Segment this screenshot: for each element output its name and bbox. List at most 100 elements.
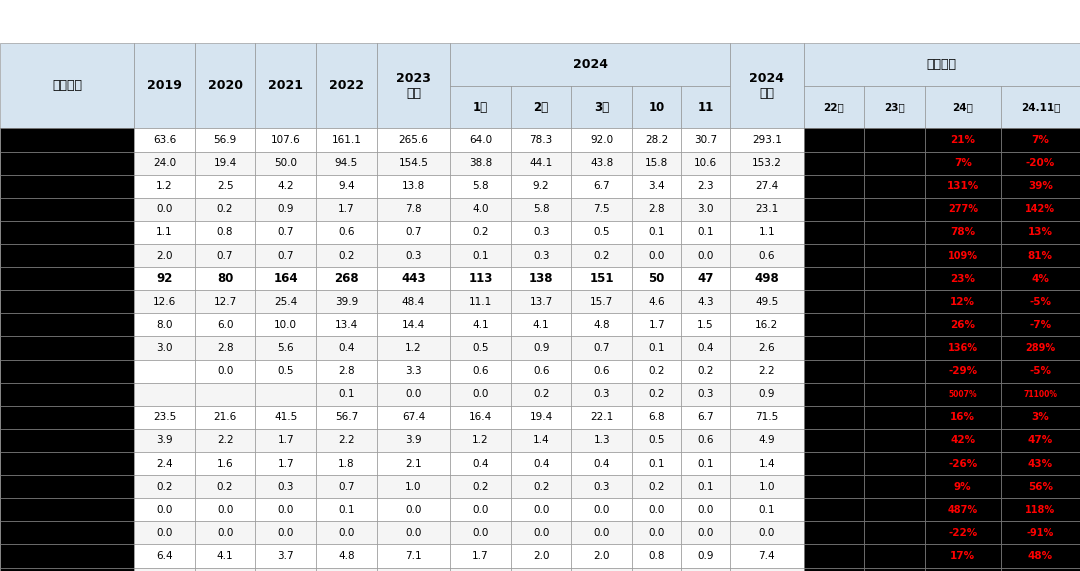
- Bar: [924, 175, 1001, 198]
- Text: 1.2: 1.2: [472, 436, 489, 445]
- Bar: [804, 360, 864, 383]
- Bar: [1001, 267, 1080, 290]
- Bar: [681, 198, 730, 221]
- Bar: [632, 313, 681, 336]
- Bar: [316, 244, 377, 267]
- Text: 22年: 22年: [824, 102, 845, 112]
- Text: 0.5: 0.5: [472, 343, 489, 353]
- Bar: [864, 244, 924, 267]
- Bar: [571, 175, 632, 198]
- Bar: [864, 406, 924, 429]
- Bar: [924, 383, 1001, 406]
- Bar: [1001, 383, 1080, 406]
- Text: 2023
汇总: 2023 汇总: [396, 71, 431, 100]
- Bar: [511, 198, 571, 221]
- Text: 23.5: 23.5: [153, 412, 176, 423]
- Bar: [511, 336, 571, 360]
- Text: 16.2: 16.2: [755, 320, 779, 330]
- Bar: [134, 521, 194, 545]
- Text: 24年: 24年: [953, 102, 973, 112]
- Text: 13.8: 13.8: [402, 181, 426, 191]
- Bar: [864, 86, 924, 128]
- Text: 1.3: 1.3: [594, 436, 610, 445]
- Bar: [681, 498, 730, 521]
- Text: 12.7: 12.7: [214, 297, 237, 307]
- Bar: [134, 568, 194, 571]
- Bar: [316, 198, 377, 221]
- Bar: [377, 360, 450, 383]
- Bar: [730, 128, 804, 151]
- Bar: [681, 175, 730, 198]
- Text: 265.6: 265.6: [399, 135, 429, 145]
- Text: 0.3: 0.3: [532, 251, 550, 260]
- Bar: [571, 198, 632, 221]
- Text: 5.8: 5.8: [472, 181, 489, 191]
- Text: 5007%: 5007%: [948, 390, 977, 399]
- Bar: [0, 568, 134, 571]
- Text: 2.0: 2.0: [532, 551, 550, 561]
- Bar: [804, 43, 1080, 86]
- Text: 0.2: 0.2: [217, 482, 233, 492]
- Text: 24.11月: 24.11月: [1021, 102, 1061, 112]
- Text: 3.9: 3.9: [157, 436, 173, 445]
- Text: 0.6: 0.6: [472, 366, 489, 376]
- Bar: [924, 313, 1001, 336]
- Bar: [1001, 221, 1080, 244]
- Text: 0.7: 0.7: [217, 251, 233, 260]
- Bar: [0, 128, 134, 151]
- Text: 11.1: 11.1: [469, 297, 492, 307]
- Bar: [730, 221, 804, 244]
- Bar: [924, 568, 1001, 571]
- Bar: [924, 429, 1001, 452]
- Bar: [681, 452, 730, 475]
- Text: 0.2: 0.2: [648, 366, 665, 376]
- Text: 0.4: 0.4: [338, 343, 354, 353]
- Bar: [194, 360, 256, 383]
- Text: 0.3: 0.3: [278, 482, 294, 492]
- Text: 0.9: 0.9: [758, 389, 775, 399]
- Text: 23.1: 23.1: [755, 204, 779, 214]
- Bar: [804, 290, 864, 313]
- Text: 0.4: 0.4: [472, 459, 489, 469]
- Bar: [511, 383, 571, 406]
- Text: 293.1: 293.1: [752, 135, 782, 145]
- Text: 0.9: 0.9: [278, 204, 294, 214]
- Bar: [730, 336, 804, 360]
- Text: 26%: 26%: [950, 320, 975, 330]
- Bar: [377, 452, 450, 475]
- Bar: [571, 521, 632, 545]
- Bar: [256, 43, 316, 128]
- Bar: [256, 406, 316, 429]
- Bar: [450, 86, 511, 128]
- Text: 80: 80: [217, 272, 233, 285]
- Text: 2020: 2020: [207, 79, 243, 92]
- Bar: [730, 198, 804, 221]
- Bar: [0, 175, 134, 198]
- Bar: [730, 360, 804, 383]
- Text: 0.1: 0.1: [698, 227, 714, 238]
- Text: 0.0: 0.0: [758, 528, 775, 538]
- Bar: [256, 568, 316, 571]
- Bar: [194, 545, 256, 568]
- Text: 1.4: 1.4: [758, 459, 775, 469]
- Text: 0.6: 0.6: [698, 436, 714, 445]
- Text: 0.0: 0.0: [648, 505, 665, 515]
- Bar: [377, 128, 450, 151]
- Bar: [681, 290, 730, 313]
- Bar: [194, 475, 256, 498]
- Text: 28.2: 28.2: [645, 135, 669, 145]
- Bar: [864, 221, 924, 244]
- Text: 151: 151: [590, 272, 615, 285]
- Bar: [134, 475, 194, 498]
- Bar: [804, 267, 864, 290]
- Bar: [864, 360, 924, 383]
- Bar: [316, 475, 377, 498]
- Bar: [1001, 429, 1080, 452]
- Text: 21%: 21%: [950, 135, 975, 145]
- Text: 11: 11: [698, 100, 714, 114]
- Text: 2.8: 2.8: [338, 366, 354, 376]
- Text: 1.6: 1.6: [217, 459, 233, 469]
- Bar: [1001, 521, 1080, 545]
- Bar: [511, 267, 571, 290]
- Text: -26%: -26%: [948, 459, 977, 469]
